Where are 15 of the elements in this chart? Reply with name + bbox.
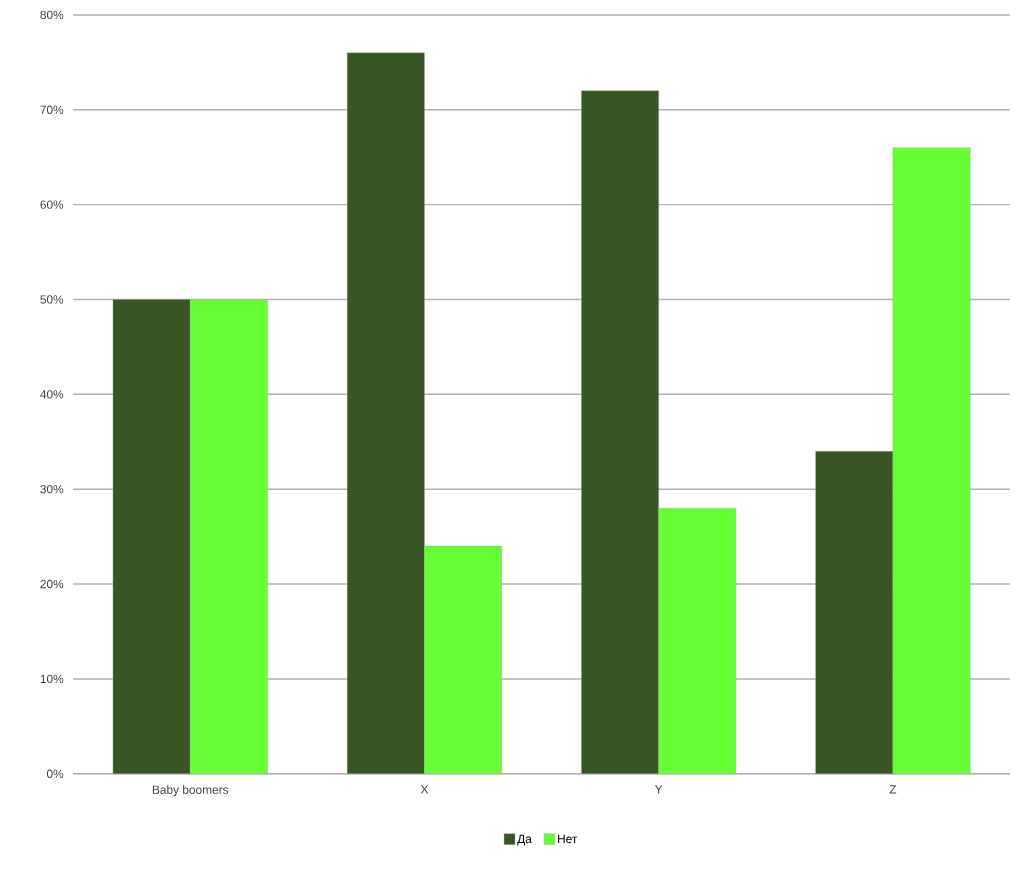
y-tick-label: 70% — [40, 105, 64, 114]
legend-label: Да — [517, 834, 532, 846]
y-tick-label: 0% — [46, 769, 64, 778]
y-tick-label: 60% — [40, 200, 64, 209]
y-tick-label: 30% — [40, 484, 64, 494]
y-tick-label: 40% — [40, 390, 64, 399]
y-tick-label: 50% — [40, 295, 64, 304]
y-tick-label: 80% — [40, 10, 64, 20]
x-tick-label: Baby boomers — [152, 785, 229, 797]
x-tick-label: X — [420, 785, 429, 794]
y-tick-label: 10% — [40, 674, 64, 683]
x-tick-label: Y — [654, 785, 663, 794]
legend-label: Нет — [558, 834, 578, 844]
y-tick-label: 20% — [40, 579, 64, 589]
x-tick-label: Z — [889, 785, 897, 794]
